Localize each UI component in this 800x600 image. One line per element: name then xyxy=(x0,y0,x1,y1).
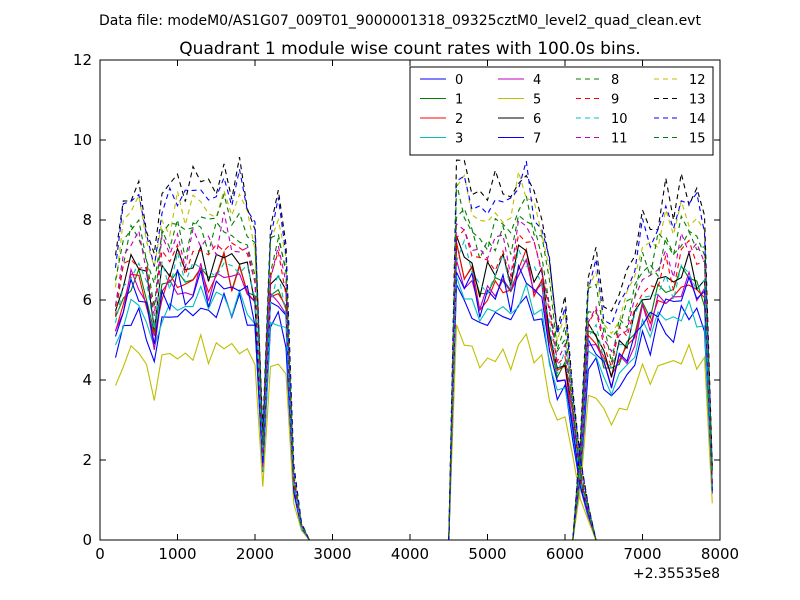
x-tick-label: 7000 xyxy=(623,545,661,563)
series-line-9 xyxy=(114,228,713,541)
legend-label-2: 2 xyxy=(455,112,463,127)
legend-label-12: 12 xyxy=(689,73,706,88)
series-line-10 xyxy=(114,238,713,541)
legend-label-1: 1 xyxy=(455,93,463,108)
plot-lines xyxy=(114,157,713,541)
x-tick-label: 0 xyxy=(95,545,105,563)
legend-label-11: 11 xyxy=(611,132,628,147)
y-tick-label: 12 xyxy=(73,51,92,69)
series-line-7 xyxy=(114,263,713,541)
legend-label-3: 3 xyxy=(455,132,463,147)
y-tick-label: 0 xyxy=(82,531,92,549)
legend-label-10: 10 xyxy=(611,112,628,127)
x-tick-label: 8000 xyxy=(701,545,739,563)
y-tick-label: 10 xyxy=(73,131,92,149)
y-tick-label: 6 xyxy=(82,291,92,309)
legend-label-0: 0 xyxy=(455,73,463,88)
legend-label-14: 14 xyxy=(689,112,706,127)
axes: 0 1000 2000 3000 4000 5000 6000 7000 80000246810… xyxy=(73,51,739,563)
y-tick-label: 4 xyxy=(82,371,92,389)
series-line-4 xyxy=(114,258,713,541)
legend-label-8: 8 xyxy=(611,73,619,88)
series-line-14 xyxy=(114,160,713,541)
series-line-3 xyxy=(114,276,713,541)
series-line-12 xyxy=(114,171,713,541)
legend-label-9: 9 xyxy=(611,93,619,108)
series-line-11 xyxy=(114,211,713,541)
series-line-13 xyxy=(114,157,713,541)
x-tick-label: 2000 xyxy=(236,545,274,563)
y-tick-label: 2 xyxy=(82,451,92,469)
series-line-15 xyxy=(114,183,713,541)
x-tick-label: 4000 xyxy=(391,545,429,563)
series-line-1 xyxy=(114,242,713,541)
series-line-2 xyxy=(114,242,713,541)
series-line-0 xyxy=(114,284,713,541)
x-tick-label: 1000 xyxy=(158,545,196,563)
x-tick-label: 3000 xyxy=(313,545,351,563)
data-file-label: Data file: modeM0/AS1G07_009T01_90000013… xyxy=(99,13,701,29)
legend-label-6: 6 xyxy=(533,112,541,127)
legend-label-5: 5 xyxy=(533,93,541,108)
series-line-5 xyxy=(114,324,713,541)
legend-label-13: 13 xyxy=(689,93,706,108)
legend-label-4: 4 xyxy=(533,73,541,88)
y-tick-label: 8 xyxy=(82,211,92,229)
legend-label-15: 15 xyxy=(689,132,706,147)
x-tick-label: 6000 xyxy=(546,545,584,563)
legend-label-7: 7 xyxy=(533,132,541,147)
legend-box xyxy=(409,66,714,156)
x-tick-label: 5000 xyxy=(468,545,506,563)
chart-title: Quadrant 1 module wise count rates with … xyxy=(179,39,640,59)
series-line-8 xyxy=(114,207,713,541)
x-offset-label: +2.35535e8 xyxy=(633,566,720,582)
